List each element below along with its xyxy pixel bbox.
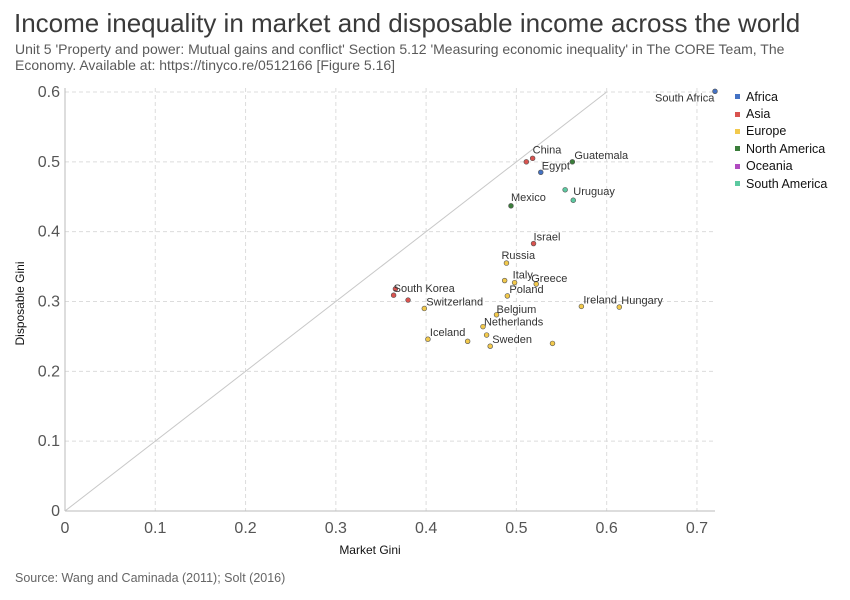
- chart-subtitle: Unit 5 'Property and power: Mutual gains…: [15, 41, 785, 73]
- data-point: [712, 88, 718, 95]
- data-point: [464, 338, 471, 345]
- point-label: China: [533, 144, 563, 156]
- legend-label: Europe: [746, 124, 787, 139]
- data-point: [487, 343, 493, 349]
- x-tick-label: 0.3: [325, 520, 347, 537]
- data-point: [569, 159, 576, 165]
- point-label: Italy: [513, 270, 534, 282]
- data-point: [421, 305, 428, 312]
- point-label: Greece: [531, 273, 567, 285]
- point-label: Ireland: [583, 294, 617, 306]
- legend-item-south-america[interactable]: South America: [735, 175, 827, 192]
- legend-swatch: [735, 94, 740, 100]
- legend-label: South America: [746, 176, 828, 191]
- x-tick-label: 0: [61, 520, 70, 537]
- point-label: Hungary: [621, 295, 663, 307]
- legend-item-asia[interactable]: Asia: [735, 105, 827, 122]
- data-point: [483, 332, 490, 338]
- y-tick-label: 0: [51, 503, 60, 520]
- axis-ticks: 0 0.1 0.2 0.3 0.4 0.5 0.6 0.7 0 0.1 0.2 0.3 0.4 0.5 0.…: [38, 84, 708, 537]
- point-label: Sweden: [492, 334, 532, 346]
- point-label: Guatemala: [574, 150, 629, 162]
- legend-swatch: [735, 181, 740, 187]
- data-point: [425, 336, 431, 342]
- point-label: Belgium: [497, 304, 537, 316]
- data-point: [504, 293, 511, 299]
- data-point: [616, 304, 623, 310]
- point-label: South Africa: [655, 92, 715, 104]
- y-tick-label: 0.6: [38, 84, 60, 101]
- point-label: Poland: [509, 284, 543, 296]
- data-point: [578, 303, 585, 310]
- data-point: [508, 203, 514, 209]
- data-point: [570, 197, 576, 203]
- data-point: [392, 286, 399, 292]
- data-point: [530, 240, 537, 247]
- reference-line-45deg: [64, 91, 607, 512]
- data-point: [562, 187, 568, 193]
- x-tick-label: 0.1: [144, 520, 166, 537]
- legend-item-europe[interactable]: Europe: [735, 123, 827, 140]
- y-tick-label: 0.3: [38, 294, 60, 311]
- chart-title: Income inequality in market and disposab…: [14, 8, 801, 38]
- point-label: Iceland: [430, 327, 465, 339]
- y-axis-title: Disposable Gini: [13, 261, 27, 345]
- point-label: Uruguay: [573, 186, 615, 198]
- legend-item-north-america[interactable]: North America: [735, 140, 827, 157]
- y-tick-label: 0.5: [38, 154, 60, 171]
- legend-item-oceania[interactable]: Oceania: [735, 158, 827, 175]
- legend-label: Oceania: [746, 159, 793, 174]
- legend-swatch: [735, 128, 740, 134]
- x-tick-label: 0.6: [596, 520, 618, 537]
- x-tick-label: 0.7: [686, 520, 708, 537]
- data-point: [501, 277, 508, 284]
- data-point: [538, 169, 544, 176]
- data-point: [493, 312, 500, 318]
- x-tick-label: 0.4: [415, 520, 437, 537]
- point-label: South Korea: [394, 283, 456, 295]
- legend: Africa Asia Europe North America Oceania…: [735, 88, 827, 192]
- point-label: Netherlands: [484, 317, 544, 329]
- grid-lines: [64, 88, 715, 512]
- y-tick-label: 0.4: [38, 224, 60, 241]
- point-label: Egypt: [542, 160, 570, 172]
- point-label: Mexico: [511, 192, 546, 204]
- data-points: [390, 88, 718, 349]
- legend-swatch: [735, 146, 740, 152]
- legend-label: North America: [746, 141, 826, 156]
- data-point: [480, 323, 486, 330]
- point-label: Russia: [501, 250, 536, 262]
- legend-swatch: [735, 111, 740, 117]
- point-label: Israel: [534, 232, 561, 244]
- legend-swatch: [735, 163, 740, 169]
- data-point: [390, 292, 397, 298]
- source-note: Source: Wang and Caminada (2011); Solt (…: [15, 571, 286, 585]
- data-point: [549, 340, 556, 347]
- legend-label: Africa: [746, 89, 778, 104]
- y-tick-label: 0.1: [38, 433, 60, 450]
- x-axis-title: Market Gini: [339, 543, 400, 557]
- data-point: [503, 260, 510, 266]
- x-tick-label: 0.5: [505, 520, 527, 537]
- x-tick-label: 0.2: [234, 520, 256, 537]
- data-point: [523, 159, 530, 165]
- data-point: [529, 155, 536, 162]
- legend-label: Asia: [746, 107, 771, 122]
- point-labels: South Africa China Guatemala Egypt Uruguay Me…: [394, 92, 716, 346]
- data-point: [533, 281, 539, 287]
- y-tick-label: 0.2: [38, 363, 60, 380]
- data-point: [511, 279, 518, 286]
- point-label: Switzerland: [426, 296, 483, 308]
- data-point: [405, 297, 411, 303]
- legend-item-africa[interactable]: Africa: [735, 88, 827, 105]
